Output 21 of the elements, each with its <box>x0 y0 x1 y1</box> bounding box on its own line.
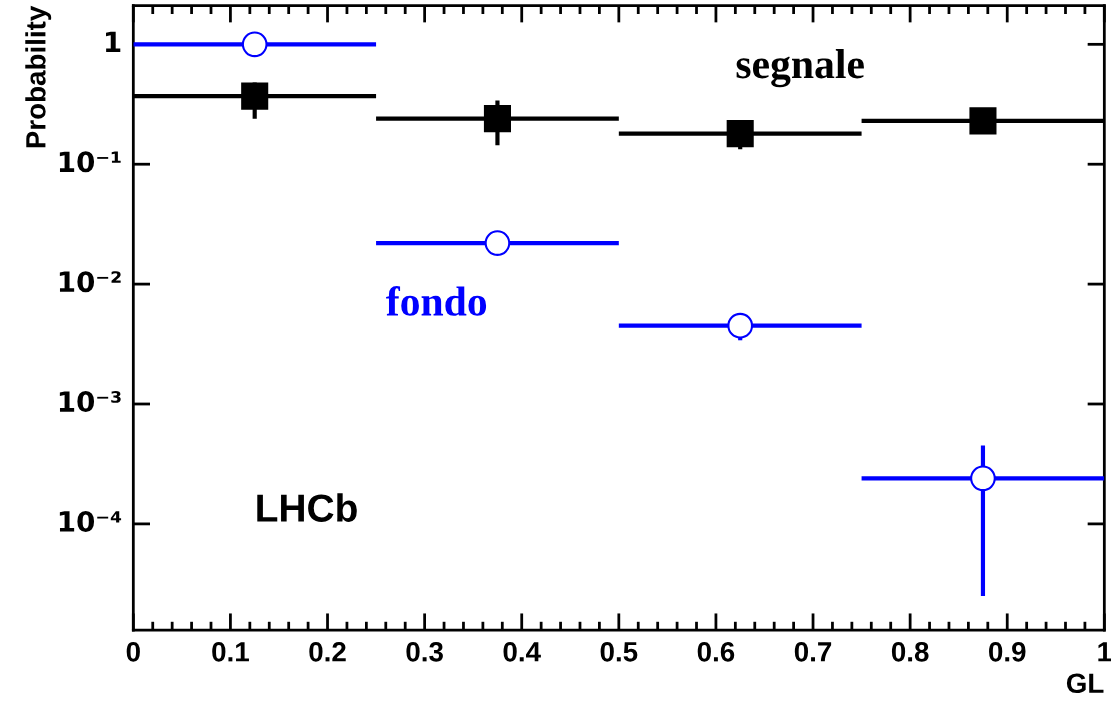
x-tick-label: 0.9 <box>989 641 1026 662</box>
y-tick-label: 1 <box>106 31 121 52</box>
x-tick-label: 0.2 <box>309 641 346 662</box>
x-tick-label: 0.7 <box>794 641 832 662</box>
y-axis-title: Probability <box>25 5 52 148</box>
y-tick-label: 10⁻¹ <box>59 151 121 173</box>
y-tick-label: 10⁻² <box>59 271 121 293</box>
x-axis-title: GL <box>1066 673 1104 694</box>
x-tick-label: 0.8 <box>891 641 929 662</box>
legend-label: segnale <box>736 49 864 88</box>
x-tick-label: 1 <box>1098 642 1111 662</box>
x-tick-label: 0.4 <box>503 641 541 662</box>
series-label: fondo <box>386 286 487 316</box>
y-tick-label: 10⁻⁴ <box>59 510 122 532</box>
x-tick-label: 0.6 <box>697 641 735 662</box>
x-tick-label: 0.3 <box>406 641 443 662</box>
x-tick-label: 0 <box>126 641 140 662</box>
y-tick-label: 10⁻³ <box>59 391 121 413</box>
x-tick-label: 0.1 <box>212 641 249 662</box>
annotation: LHCb <box>257 493 357 522</box>
x-tick-label: 0.5 <box>600 641 638 662</box>
